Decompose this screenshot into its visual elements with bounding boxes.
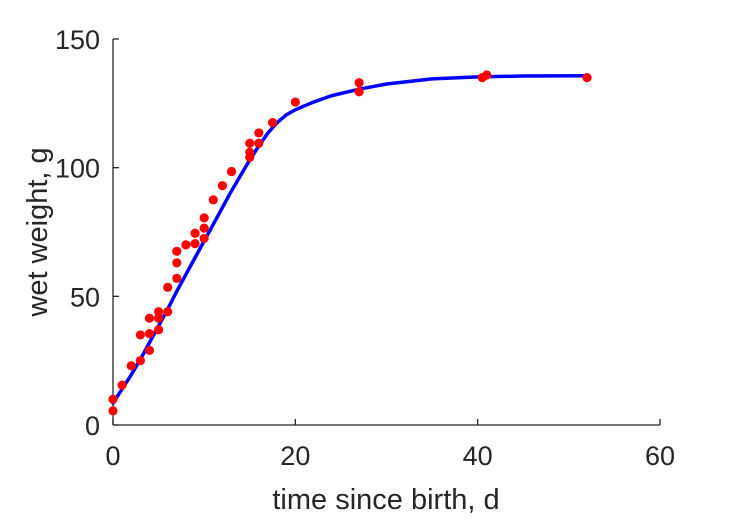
data-point — [254, 138, 264, 148]
data-point — [163, 282, 173, 292]
data-point — [108, 394, 118, 404]
data-point — [181, 240, 191, 250]
y-axis-label: wet weight, g — [22, 147, 54, 317]
x-tick-label: 0 — [105, 441, 120, 471]
data-point — [108, 406, 118, 416]
ticks — [112, 38, 661, 426]
data-point — [117, 380, 127, 390]
data-point — [482, 70, 492, 80]
data-point — [208, 195, 218, 205]
data-point — [153, 307, 164, 317]
fit-curve — [111, 74, 589, 405]
x-axis-label: time since birth, d — [272, 484, 499, 516]
tick-labels: 0 20 40 60 0 50 100 150 — [55, 25, 675, 471]
axes — [112, 39, 660, 426]
data-point — [267, 118, 278, 128]
data-point — [135, 356, 145, 366]
data-point — [172, 273, 182, 283]
data-point — [126, 361, 136, 371]
x-tick-label: 20 — [280, 441, 310, 471]
data-point — [290, 97, 300, 107]
data-point — [245, 147, 255, 157]
data-point — [163, 307, 173, 317]
data-point — [582, 73, 592, 83]
data-point — [144, 313, 155, 323]
x-tick-label: 40 — [463, 441, 493, 471]
data-point — [354, 87, 364, 97]
series-points — [108, 70, 592, 416]
data-point — [144, 345, 155, 355]
data-point — [226, 166, 237, 177]
data-point — [172, 258, 182, 268]
y-tick-label: 150 — [55, 25, 100, 55]
data-point — [245, 138, 255, 148]
data-point — [172, 246, 182, 256]
y-tick-label: 100 — [55, 154, 100, 184]
x-tick-label: 60 — [645, 441, 675, 471]
y-tick-label: 0 — [85, 411, 100, 441]
data-point — [199, 233, 209, 244]
data-point — [354, 78, 364, 88]
data-point — [135, 330, 145, 340]
data-point — [199, 213, 209, 223]
data-point — [217, 181, 227, 191]
series-lines — [111, 74, 589, 405]
data-point — [153, 325, 164, 335]
data-point — [190, 228, 200, 238]
data-point — [190, 238, 200, 249]
y-tick-label: 50 — [70, 282, 100, 312]
data-point — [144, 329, 155, 339]
data-point — [199, 223, 209, 233]
data-point — [254, 128, 264, 138]
data-point — [153, 313, 164, 323]
